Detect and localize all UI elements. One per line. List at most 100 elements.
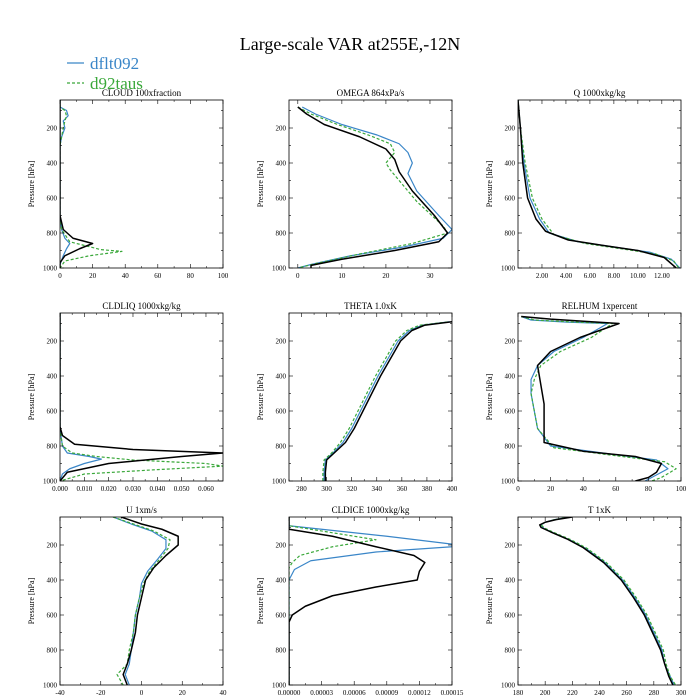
legend-label-dflt092: dflt092 [90,54,139,73]
series-line-reference [120,517,179,685]
x-tick-label: 0 [140,689,144,697]
y-tick-label: 200 [276,125,287,133]
series-line-dflt092 [323,321,450,481]
x-tick-label: 400 [447,485,458,493]
y-tick-label: 400 [276,160,287,168]
x-tick-label: 0.030 [125,485,141,493]
y-tick-label: 200 [276,542,287,550]
x-tick-label: 60 [154,272,162,280]
x-tick-label: 240 [594,689,605,697]
series-line-reference [289,517,426,685]
panel-8: CLDICE 1000xkg/kg Pressure [hPa] 200 400 600… [256,505,464,697]
x-tick-label: 0.00006 [343,689,366,697]
x-tick-label: 360 [397,485,408,493]
x-tick-label: 12.00 [654,272,670,280]
series-line-d92taus [112,517,171,685]
series-line-reference [538,517,674,685]
series-line-reference [60,100,94,268]
panel-4: CLDLIQ 1000xkg/kg Pressure [hPa] 200 400 600… [27,301,224,493]
series-line-d92taus [297,106,449,268]
series-line-d92taus [521,315,677,481]
x-tick-label: 6.00 [584,272,597,280]
y-tick-label: 400 [505,373,516,381]
x-tick-label: 80 [645,485,653,493]
y-axis-label: Pressure [hPa] [256,577,265,624]
y-tick-label: 800 [276,230,287,238]
y-tick-label: 400 [505,577,516,585]
x-tick-label: 40 [220,689,228,697]
x-tick-label: 20 [179,689,187,697]
series-line-reference [521,315,663,481]
x-tick-label: 280 [296,485,307,493]
x-tick-label: 220 [567,689,578,697]
panel-title: CLDICE 1000xkg/kg [332,505,410,515]
x-tick-label: 20 [89,272,97,280]
y-tick-label: 200 [505,125,516,133]
x-tick-label: 0.050 [174,485,190,493]
y-tick-label: 200 [505,338,516,346]
x-tick-label: 0 [516,485,520,493]
x-tick-label: 0 [296,272,300,280]
series-line-dflt092 [289,517,452,685]
y-tick-label: 600 [505,408,516,416]
x-tick-label: 30 [426,272,434,280]
x-tick-label: 0.00000 [278,689,301,697]
y-tick-label: 200 [47,125,58,133]
panel-title: THETA 1.0xK [344,301,397,311]
y-tick-label: 1000 [272,682,287,690]
y-tick-label: 1000 [43,265,58,273]
x-tick-label: 40 [580,485,588,493]
y-axis-label: Pressure [hPa] [485,373,494,420]
y-axis-label: Pressure [hPa] [27,577,36,624]
x-tick-label: 0.00012 [408,689,431,697]
x-tick-label: 280 [649,689,660,697]
x-tick-label: 0.060 [198,485,214,493]
x-tick-label: 40 [122,272,130,280]
plot-frame [288,312,453,482]
x-tick-label: 0.00003 [310,689,333,697]
plot-frame [288,516,453,686]
y-tick-label: 600 [47,195,58,203]
series-line-d92taus [60,313,223,481]
y-tick-label: 600 [276,195,287,203]
x-tick-label: 20 [382,272,390,280]
x-tick-label: 300 [676,689,687,697]
plot-frame [288,99,453,269]
x-tick-label: 200 [540,689,551,697]
x-tick-label: 4.00 [560,272,573,280]
x-tick-label: 20 [547,485,555,493]
y-tick-label: 200 [276,338,287,346]
y-tick-label: 200 [505,542,516,550]
series-line-dflt092 [60,313,102,481]
x-tick-label: 0 [58,272,62,280]
x-tick-label: 100 [676,485,687,493]
y-tick-label: 400 [276,373,287,381]
y-axis-label: Pressure [hPa] [256,373,265,420]
y-tick-label: 1000 [43,682,58,690]
x-tick-label: 80 [187,272,195,280]
x-tick-label: 100 [218,272,229,280]
y-axis-label: Pressure [hPa] [256,160,265,207]
series-line-d92taus [540,517,677,685]
y-tick-label: 800 [47,647,58,655]
y-tick-label: 800 [505,647,516,655]
x-tick-label: 300 [321,485,332,493]
y-tick-label: 800 [505,443,516,451]
x-tick-label: 0.040 [149,485,165,493]
y-tick-label: 600 [276,408,287,416]
x-tick-label: 0.00015 [441,689,464,697]
y-tick-label: 400 [47,577,58,585]
y-tick-label: 600 [505,612,516,620]
legend-label-d92taus: d92taus [90,74,143,93]
y-tick-label: 800 [276,443,287,451]
y-tick-label: 1000 [272,265,287,273]
series-line-reference [297,106,449,268]
y-tick-label: 400 [47,160,58,168]
x-tick-label: 0.020 [101,485,117,493]
x-tick-label: -20 [96,689,106,697]
